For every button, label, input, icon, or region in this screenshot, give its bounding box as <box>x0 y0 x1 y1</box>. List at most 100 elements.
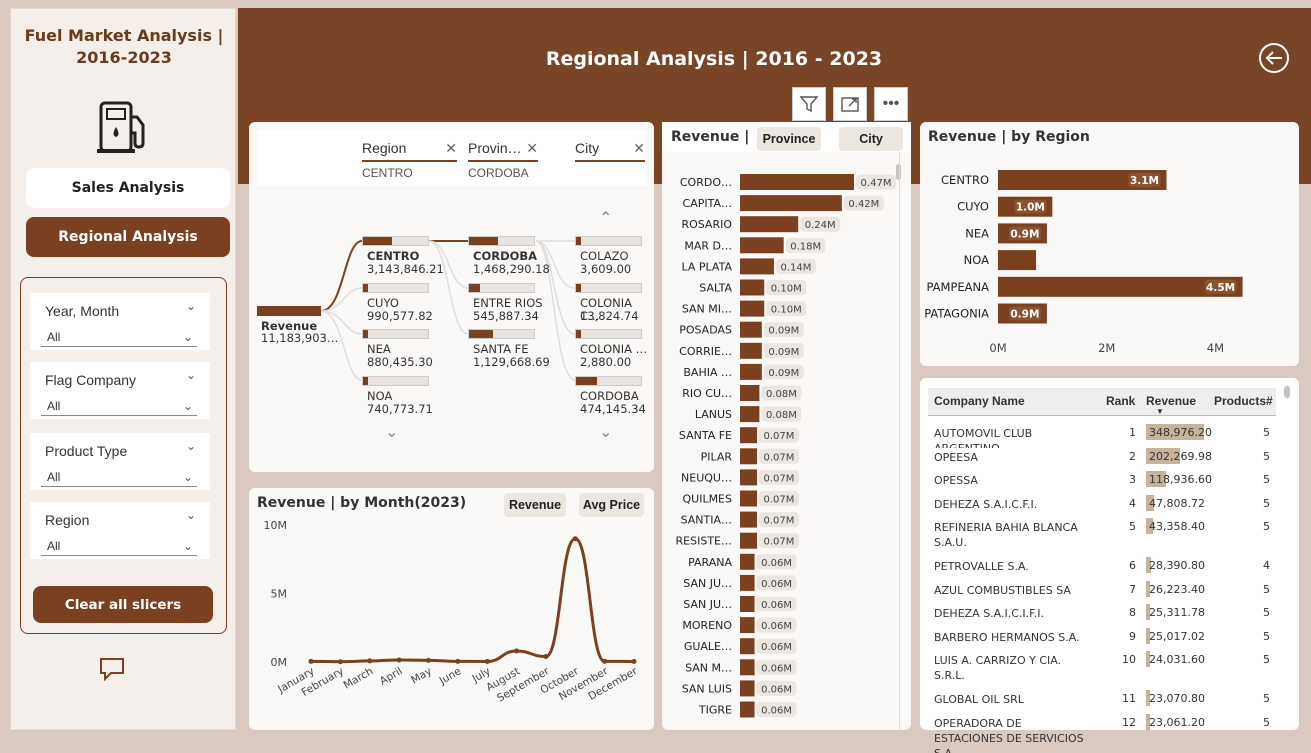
table-row[interactable]: BARBERO HERMANOS S.A. 9 25,017.02 5 <box>928 627 1276 652</box>
bar[interactable] <box>740 342 762 359</box>
province-node-bar[interactable] <box>468 329 535 339</box>
table-row[interactable]: PETROVALLE S.A. 6 28,390.80 4 <box>928 557 1276 581</box>
bar[interactable] <box>740 300 765 317</box>
chevron-down-icon[interactable]: ⌄ <box>185 508 196 522</box>
province-node-bar[interactable] <box>468 236 535 246</box>
data-point[interactable] <box>425 657 431 663</box>
bar[interactable] <box>740 237 784 254</box>
data-point[interactable] <box>631 658 637 664</box>
slicer-dropdown[interactable]: All ⌄ <box>41 396 197 416</box>
data-point[interactable] <box>602 658 608 664</box>
table-row[interactable]: LUIS A. CARRIZO Y CIA. S.R.L. 10 24,031.60… <box>928 651 1276 690</box>
data-point[interactable] <box>484 658 490 664</box>
bar[interactable] <box>740 617 755 634</box>
data-point[interactable] <box>572 536 578 542</box>
data-point[interactable] <box>514 648 520 654</box>
tree-col-city[interactable]: City ✕ <box>575 140 645 162</box>
slicer-dropdown[interactable]: All ⌄ <box>41 536 197 556</box>
data-point[interactable] <box>396 657 402 663</box>
slicer-region[interactable]: Region ⌄ All ⌄ <box>30 502 210 559</box>
bar[interactable] <box>740 385 760 401</box>
bar[interactable] <box>740 680 755 697</box>
bar[interactable] <box>740 701 755 718</box>
revenue-button[interactable]: Revenue <box>504 493 566 517</box>
chevron-down-icon[interactable]: ⌄ <box>599 424 613 441</box>
slicer-year-month[interactable]: Year, Month ⌄ All ⌄ <box>30 293 210 350</box>
bar[interactable] <box>998 250 1037 271</box>
root-bar[interactable] <box>257 306 321 316</box>
bar[interactable] <box>998 276 1243 297</box>
bar[interactable] <box>740 448 757 465</box>
bar[interactable] <box>740 363 762 380</box>
region-node-bar[interactable] <box>362 375 429 386</box>
bar[interactable] <box>740 258 774 275</box>
back-arrow-icon[interactable] <box>1258 42 1290 74</box>
table-row[interactable]: DEHEZA S.A.I.C.F.I. 4 47,808.72 5 <box>928 494 1276 519</box>
chevron-down-icon[interactable]: ⌄ <box>185 439 196 453</box>
nav-regional-analysis[interactable]: Regional Analysis <box>26 217 230 257</box>
data-point[interactable] <box>543 654 549 660</box>
bar[interactable] <box>740 406 760 423</box>
chevron-down-icon[interactable]: ⌄ <box>185 368 196 382</box>
region-node-bar[interactable] <box>362 282 429 293</box>
city-node-bar[interactable] <box>575 329 642 339</box>
clear-slicers-button[interactable]: Clear all slicers <box>33 586 213 623</box>
close-icon[interactable]: ✕ <box>633 140 645 156</box>
col-products[interactable]: Products# <box>1214 394 1273 408</box>
bar[interactable] <box>740 279 765 296</box>
nav-sales-analysis[interactable]: Sales Analysis <box>26 168 230 208</box>
col-revenue[interactable]: Revenue <box>1146 394 1197 408</box>
data-point[interactable] <box>455 658 461 664</box>
more-options-icon[interactable]: ••• <box>874 87 908 121</box>
bar[interactable] <box>998 170 1167 190</box>
bar[interactable] <box>740 659 755 676</box>
bar[interactable] <box>740 174 854 190</box>
bar[interactable] <box>740 216 799 233</box>
bar[interactable] <box>740 574 755 591</box>
focus-mode-icon[interactable] <box>833 87 867 121</box>
city-node-bar[interactable] <box>575 375 642 386</box>
city-node-bar[interactable] <box>575 236 642 246</box>
table-row[interactable]: AZUL COMBUSTIBLES SA 7 26,223.40 5 <box>928 580 1276 605</box>
province-button[interactable]: Province <box>757 127 821 151</box>
close-icon[interactable]: ✕ <box>526 140 538 156</box>
chevron-down-icon[interactable]: ⌄ <box>385 424 399 441</box>
slicer-product-type[interactable]: Product Type ⌄ All ⌄ <box>30 433 210 490</box>
region-node-bar[interactable] <box>362 236 429 246</box>
slicer-flag-company[interactable]: Flag Company ⌄ All ⌄ <box>30 362 210 419</box>
chevron-down-icon[interactable]: ⌄ <box>185 299 196 313</box>
avg-price-button[interactable]: Avg Price <box>579 493 644 517</box>
data-point[interactable] <box>367 658 373 664</box>
table-row[interactable]: OPESSA 3 118,936.60 5 <box>928 471 1276 495</box>
col-company-name[interactable]: Company Name <box>934 394 1025 408</box>
data-point[interactable] <box>337 659 343 665</box>
table-row[interactable]: OPERADORA DE ESTACIONES DE SERVICIOS S.A… <box>928 713 1276 753</box>
city-node-bar[interactable] <box>575 282 642 293</box>
scrollbar[interactable] <box>1284 386 1290 398</box>
table-row[interactable]: OPEESA 2 202,269.98 5 <box>928 447 1276 472</box>
province-node-bar[interactable] <box>468 282 535 293</box>
bar[interactable] <box>740 532 757 549</box>
bar[interactable] <box>740 638 755 655</box>
scrollbar[interactable] <box>896 164 901 180</box>
chevron-up-icon[interactable]: ⌃ <box>599 210 613 227</box>
bar[interactable] <box>740 469 757 486</box>
table-row[interactable]: REFINERIA BAHIA BLANCA S.A.U. 5 43,358.40 5 <box>928 518 1276 557</box>
city-button[interactable]: City <box>839 127 903 151</box>
region-node-bar[interactable] <box>362 329 429 339</box>
bar[interactable] <box>740 511 757 528</box>
bar[interactable] <box>740 195 842 212</box>
col-rank[interactable]: Rank <box>1106 394 1136 408</box>
tree-col-region[interactable]: Region ✕ <box>362 140 457 162</box>
tree-col-province[interactable]: Provin… ✕ <box>468 140 538 162</box>
bar[interactable] <box>740 596 755 612</box>
bar[interactable] <box>740 490 757 507</box>
comment-icon[interactable] <box>99 657 125 681</box>
filter-icon[interactable] <box>792 87 826 121</box>
slicer-dropdown[interactable]: All ⌄ <box>41 327 197 347</box>
bar[interactable] <box>740 321 762 338</box>
data-point[interactable] <box>308 658 314 664</box>
table-row[interactable]: GLOBAL OIL SRL 11 23,070.80 5 <box>928 690 1276 714</box>
slicer-dropdown[interactable]: All ⌄ <box>41 467 197 487</box>
close-icon[interactable]: ✕ <box>445 140 457 156</box>
